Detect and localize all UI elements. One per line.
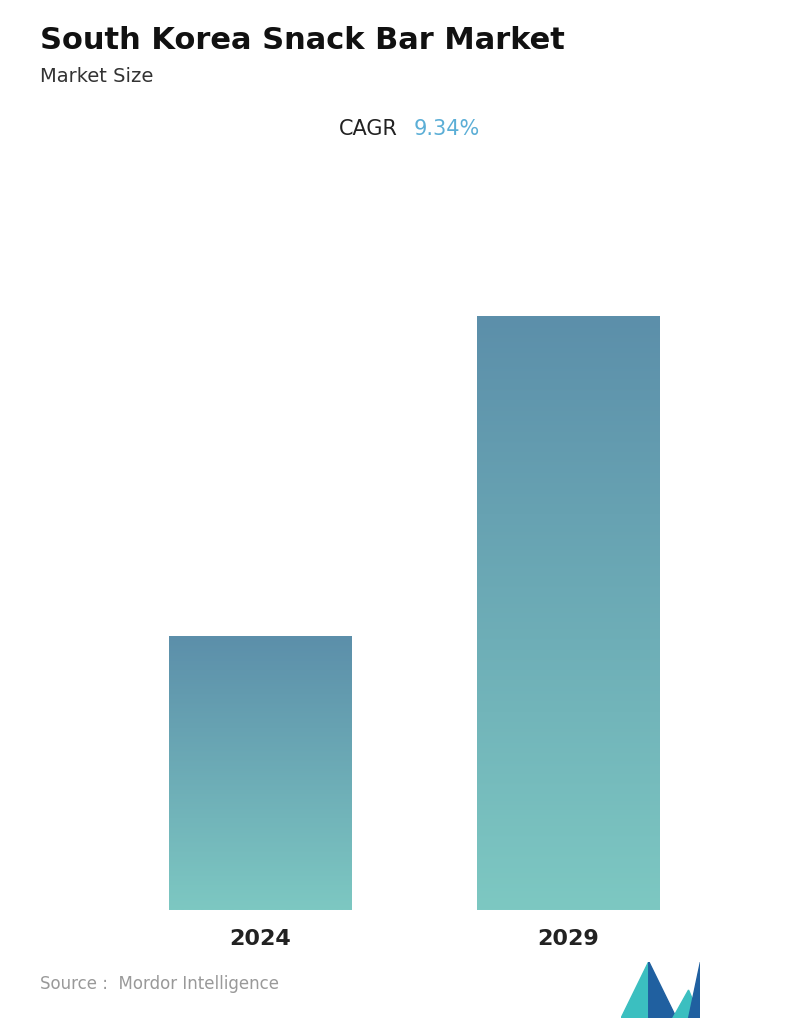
Text: Source :  Mordor Intelligence: Source : Mordor Intelligence [40, 975, 279, 993]
Text: Market Size: Market Size [40, 67, 153, 86]
Polygon shape [673, 991, 700, 1018]
Polygon shape [621, 962, 649, 1018]
Text: 9.34%: 9.34% [414, 119, 480, 139]
Text: South Korea Snack Bar Market: South Korea Snack Bar Market [40, 26, 564, 55]
Polygon shape [649, 962, 677, 1018]
Text: CAGR: CAGR [339, 119, 398, 139]
Polygon shape [689, 962, 700, 1018]
